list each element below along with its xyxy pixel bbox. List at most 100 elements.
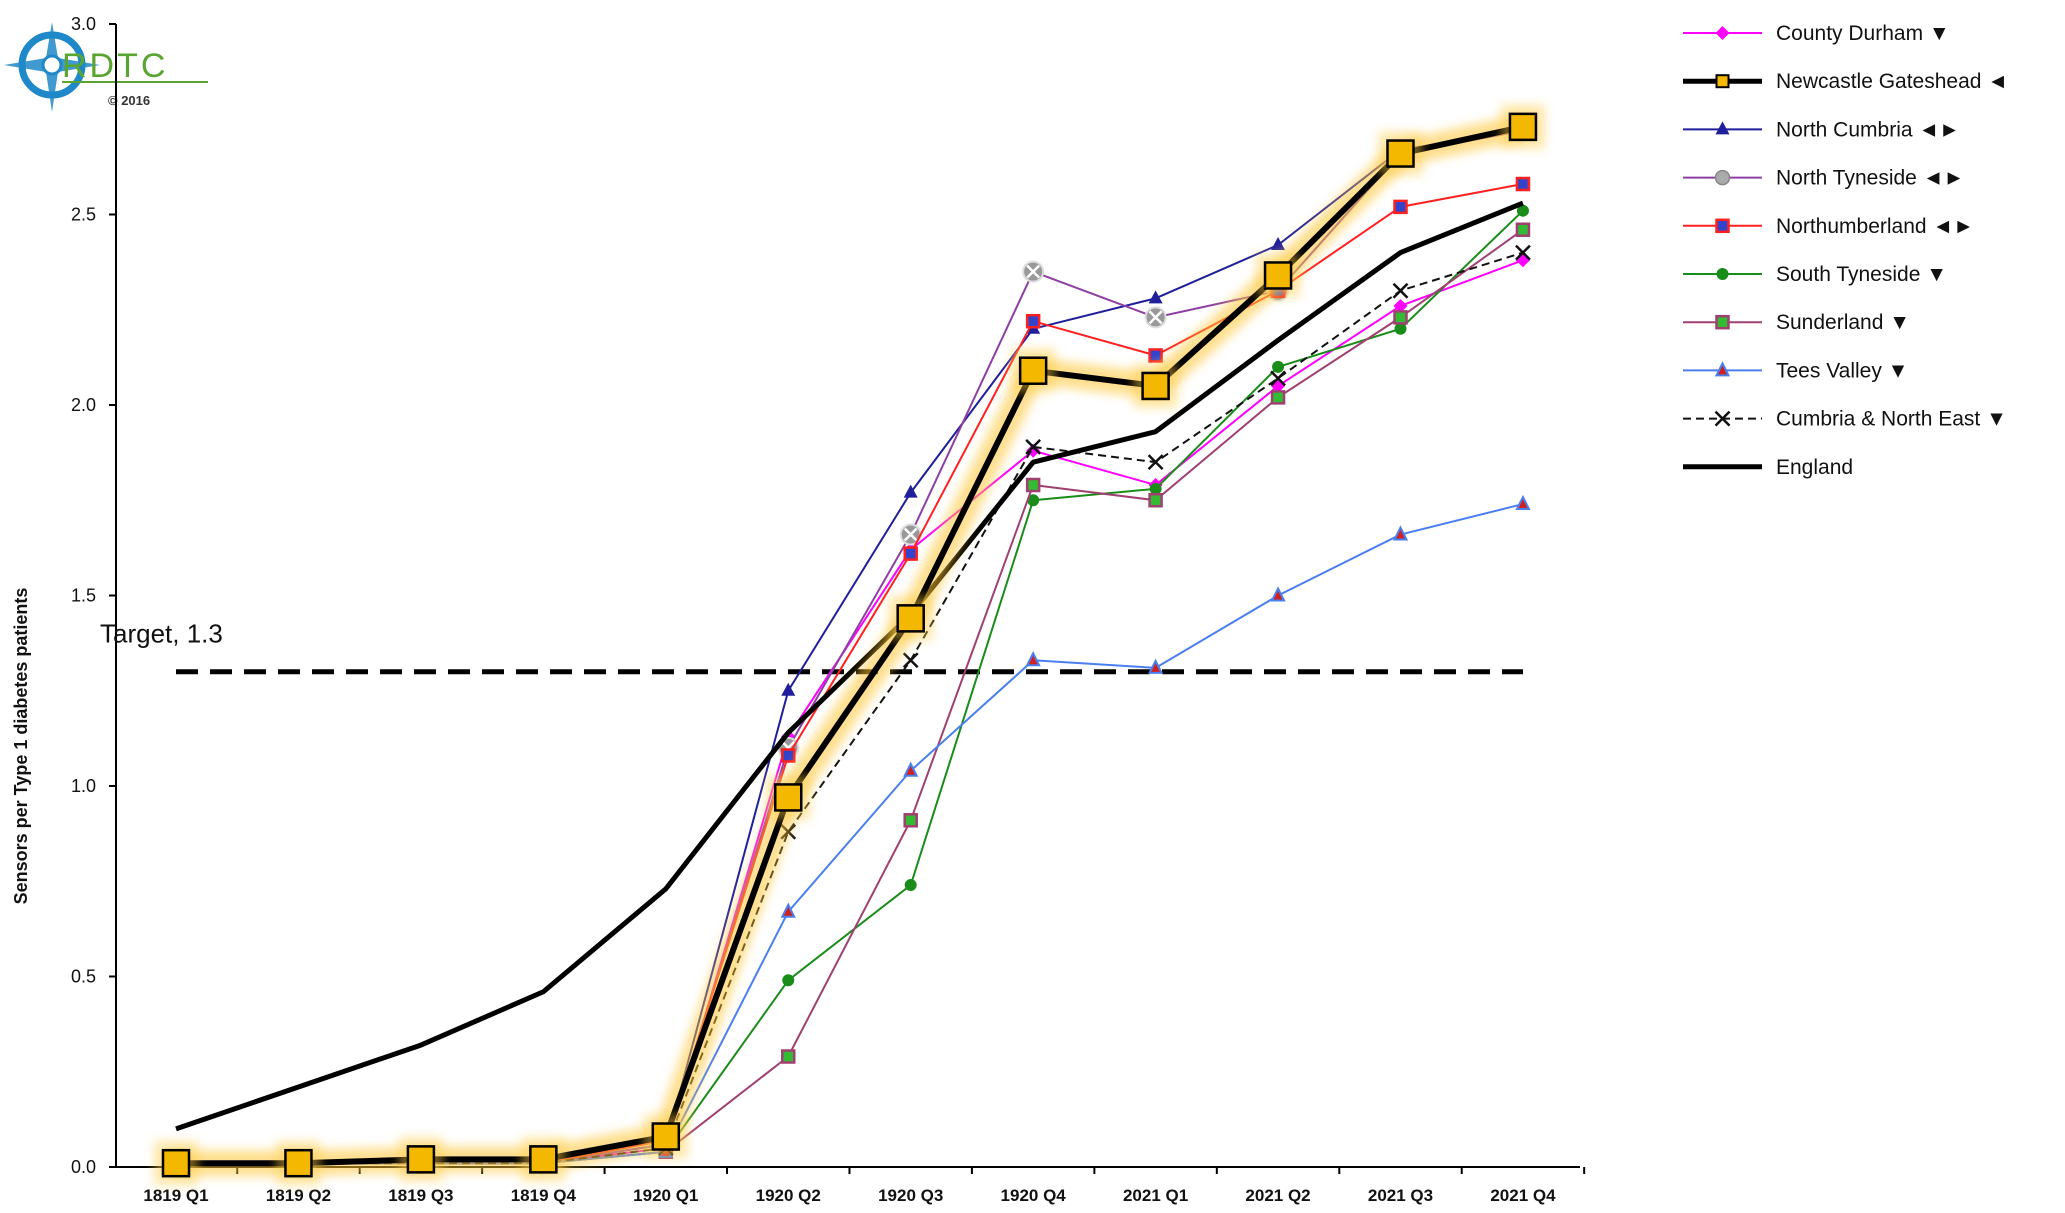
y-tick-label: 0.5: [71, 967, 96, 987]
x-tick-label: 1819 Q4: [511, 1186, 577, 1205]
legend-item-northumberland: Northumberland ◄►: [1683, 215, 1974, 238]
y-ticks: 0.0 0.5 1.0 1.5 2.0 2.5 3.0: [71, 14, 116, 1177]
data-point: [896, 604, 925, 633]
series-line: [176, 129, 1524, 1165]
data-point: [1386, 139, 1415, 168]
data-point: [902, 652, 919, 669]
legend-marker: [1714, 410, 1731, 427]
legend-label: North Cumbria ◄►: [1776, 118, 1960, 141]
data-point: [1270, 586, 1286, 602]
data-point: [1515, 494, 1531, 511]
target-label: Target, 1.3: [100, 619, 223, 649]
x-tick-label: 1819 Q1: [143, 1186, 208, 1205]
legend-label: Sunderland ▼: [1776, 311, 1910, 334]
data-point: [1027, 494, 1040, 507]
data-point: [1025, 477, 1041, 493]
data-point: [1271, 236, 1286, 250]
data-point: [284, 1148, 313, 1178]
legend-marker: [1714, 169, 1731, 186]
logo-text: RDTC: [62, 47, 168, 85]
series-line: [176, 123, 1524, 1167]
data-point: [781, 682, 796, 696]
data-point: [1392, 282, 1409, 299]
data-point: [1393, 310, 1408, 325]
data-point: [1022, 260, 1045, 283]
legend-marker: [1715, 26, 1730, 40]
data-point: [1515, 253, 1530, 268]
series-newcastle-gateshead: [154, 104, 1545, 1186]
legend-item-tees-valley: Tees Valley ▼: [1683, 359, 1908, 382]
series-line: [176, 503, 1524, 1165]
data-point: [781, 748, 796, 763]
data-point: [1515, 176, 1531, 192]
x-tick-label: 2021 Q4: [1490, 1186, 1556, 1205]
data-point: [1141, 371, 1170, 401]
data-point: [1272, 360, 1285, 373]
legend: County Durham ▼ Newcastle Gateshead ◄ Nort…: [1683, 22, 2008, 479]
data-point: [161, 1148, 191, 1178]
data-point: [903, 484, 918, 498]
x-tick-label: 1920 Q4: [1001, 1186, 1067, 1205]
data-point: [1508, 112, 1538, 142]
logo-copyright: © 2016: [108, 93, 150, 108]
data-point: [1147, 454, 1164, 471]
legend-marker: [1715, 218, 1730, 234]
data-point: [1392, 525, 1409, 541]
legend-item-england: England: [1683, 456, 1853, 479]
data-point: [1149, 482, 1162, 495]
legend-label: Newcastle Gateshead ◄: [1776, 70, 2008, 93]
data-point: [1394, 322, 1407, 335]
y-tick-label: 2.0: [71, 395, 96, 415]
data-point: [781, 1049, 796, 1064]
series-north-tyneside: [165, 119, 1534, 1175]
series-north-cumbria: [169, 122, 1530, 1169]
legend-label: South Tyneside ▼: [1776, 263, 1947, 286]
data-point: [1018, 356, 1048, 385]
data-point: [1025, 313, 1041, 329]
legend-label: Northumberland ◄►: [1776, 215, 1974, 238]
legend-label: Tees Valley ▼: [1776, 359, 1908, 382]
legend-marker: [1715, 121, 1730, 135]
data-point: [1148, 290, 1163, 304]
data-point: [1147, 658, 1164, 674]
data-point: [1515, 244, 1531, 261]
x-tick-label: 1920 Q2: [756, 1186, 821, 1205]
legend-label: Cumbria & North East ▼: [1776, 408, 2007, 431]
x-tick-label: 1819 Q3: [388, 1186, 453, 1205]
rdtc-logo: RDTC © 2016: [4, 22, 208, 112]
data-point: [1263, 261, 1293, 290]
y-tick-label: 1.5: [71, 586, 96, 606]
series-line: [175, 200, 1524, 1132]
legend-item-county-durham: County Durham ▼: [1683, 22, 1950, 45]
plot-area: [154, 104, 1545, 1186]
y-axis: 0.0 0.5 1.0 1.5 2.0 2.5 3.0: [71, 14, 117, 1177]
legend-marker: [1714, 361, 1731, 377]
x-tick-label: 2021 Q2: [1245, 1186, 1310, 1205]
x-tick-label: 1920 Q1: [633, 1186, 698, 1205]
data-point: [1270, 370, 1286, 387]
y-tick-label: 0.0: [71, 1157, 96, 1177]
data-point: [1393, 199, 1408, 215]
legend-marker: [1715, 74, 1730, 89]
legend-item-sunderland: Sunderland ▼: [1683, 311, 1910, 334]
y-tick-label: 1.0: [71, 776, 96, 796]
data-point: [1025, 651, 1041, 667]
data-point: [1148, 348, 1163, 363]
x-tick-label: 2021 Q1: [1123, 1186, 1188, 1205]
series-line: [176, 129, 1524, 1165]
data-point: [903, 546, 918, 561]
legend-marker: [1716, 268, 1729, 280]
legend-item-north-tyneside: North Tyneside ◄►: [1683, 167, 1964, 190]
legend-item-north-cumbria: North Cumbria ◄►: [1683, 118, 1960, 141]
data-point: [651, 1122, 681, 1151]
data-point: [1025, 439, 1042, 455]
legend-label: North Tyneside ◄►: [1776, 167, 1964, 190]
x-ticks: 1819 Q1 1819 Q2 1819 Q3 1819 Q4 1920 Q1 1920 …: [143, 1167, 1586, 1205]
data-point: [774, 783, 803, 812]
data-point: [904, 879, 917, 892]
y-tick-label: 3.0: [71, 14, 96, 34]
data-point: [1148, 493, 1163, 508]
data-point: [1270, 390, 1286, 405]
data-point: [529, 1145, 558, 1174]
